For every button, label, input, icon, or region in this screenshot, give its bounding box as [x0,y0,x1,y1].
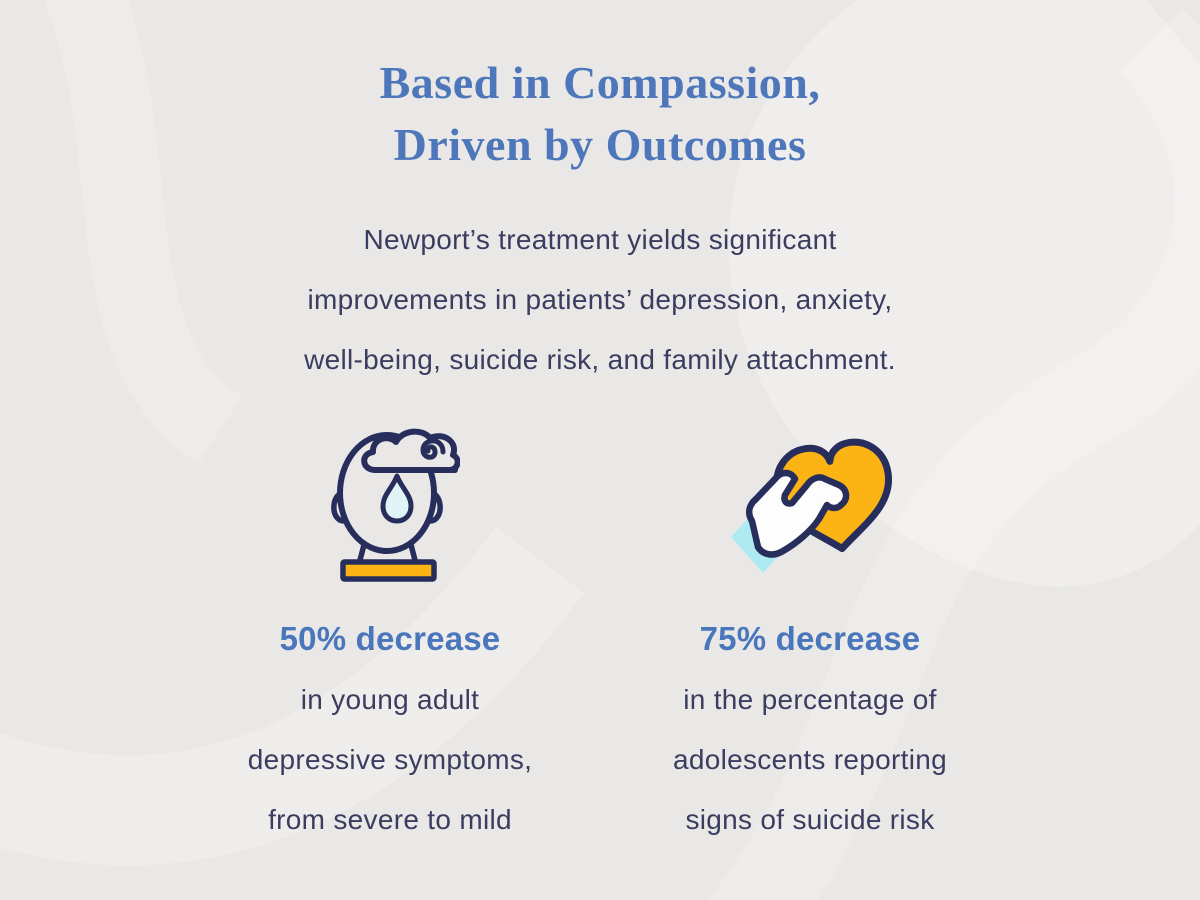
stats-row: 50% decrease in young adult depressive s… [190,422,1010,850]
page-title: Based in Compassion, Driven by Outcomes [380,52,821,176]
stat-depression-heading: 50% decrease [279,620,501,657]
subtitle-line-1: Newport’s treatment yields significant [363,224,837,255]
stat-depression-line-3: from severe to mild [268,804,512,835]
stat-depression-line-2: depressive symptoms, [247,744,533,775]
subtitle-line-2: improvements in patients’ depression, an… [307,284,893,315]
stat-depression-line-1: in young adult [300,684,480,715]
stat-suicide-risk: 75% decrease in the percentage of adoles… [610,422,1010,850]
stat-suicide-risk-heading: 75% decrease [699,620,921,657]
stat-suicide-risk-description: in the percentage of adolescents reporti… [673,670,947,850]
page-title-line-2: Driven by Outcomes [393,119,807,170]
subtitle-line-3: well-being, suicide risk, and family att… [304,344,896,375]
head-with-rain-cloud-icon [320,422,460,584]
stat-depression-description: in young adult depressive symptoms, from… [248,670,533,850]
subtitle: Newport’s treatment yields significant i… [304,210,896,390]
page-title-line-1: Based in Compassion, [379,57,821,108]
stat-suicide-risk-line-2: adolescents reporting [672,744,948,775]
stat-depression: 50% decrease in young adult depressive s… [190,422,590,850]
hand-holding-heart-icon [723,422,898,584]
stat-suicide-risk-line-3: signs of suicide risk [685,804,935,835]
stat-suicide-risk-line-1: in the percentage of [683,684,937,715]
